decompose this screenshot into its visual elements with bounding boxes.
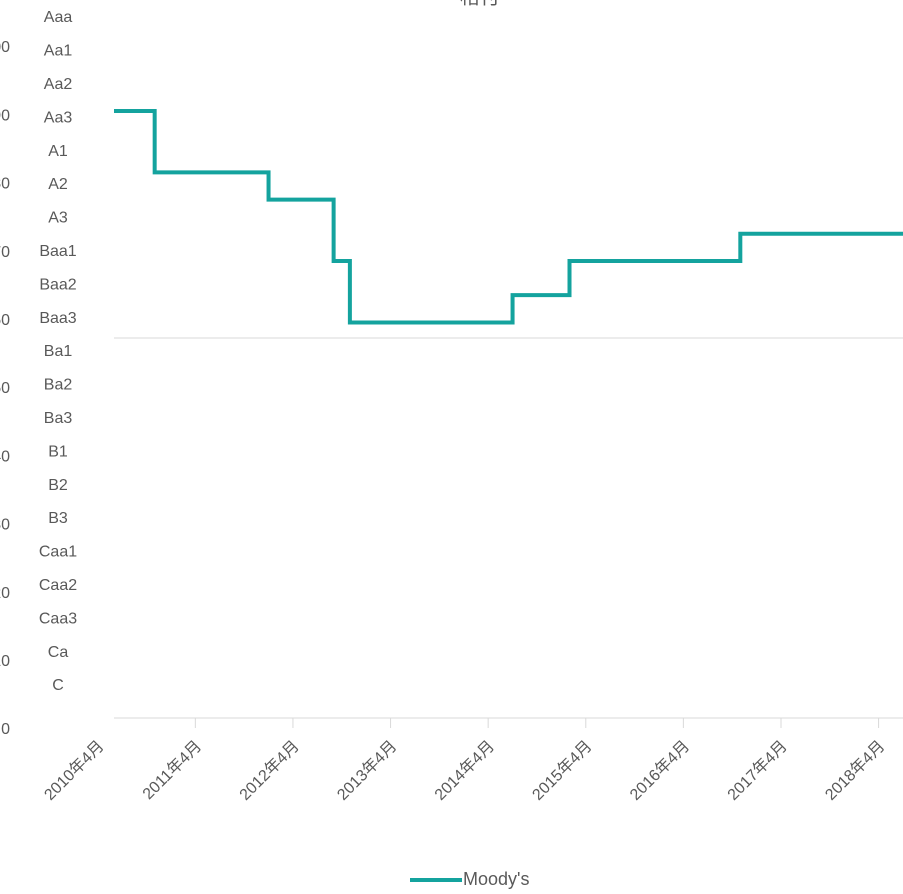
x-tick-label: 2018年4月 (822, 737, 889, 804)
x-tick-label: 2016年4月 (626, 737, 693, 804)
rating-label: Caa3 (39, 610, 77, 627)
rating-label: Aaa (44, 9, 73, 26)
series-line (114, 109, 903, 325)
x-tick-label: 2010年4月 (41, 737, 108, 804)
x-tick-label: 2014年4月 (431, 737, 498, 804)
rating-label: Baa3 (39, 310, 76, 327)
rating-label: Aa1 (44, 43, 73, 60)
y-tick-label: 10 (0, 653, 10, 670)
rating-label: A1 (48, 143, 68, 160)
rating-label: Ba2 (44, 377, 73, 394)
y-tick-label: 80 (0, 176, 10, 193)
rating-label: Ba1 (44, 343, 73, 360)
y-tick-label: 60 (0, 312, 10, 329)
rating-label: A3 (48, 210, 68, 227)
rating-label: B3 (48, 510, 68, 527)
rating-label: Caa1 (39, 544, 77, 561)
rating-label: A2 (48, 176, 68, 193)
chart-title: 格付 (460, 0, 500, 8)
rating-label: Baa1 (39, 243, 76, 260)
rating-label: Ba3 (44, 410, 73, 427)
rating-label: Caa2 (39, 577, 77, 594)
x-tick-label: 2012年4月 (236, 737, 303, 804)
y-tick-label: 90 (0, 107, 10, 124)
rating-label: B1 (48, 443, 68, 460)
y-tick-label: 100 (0, 39, 10, 56)
y-tick-label: 30 (0, 517, 10, 534)
x-tick-label: 2011年4月 (139, 737, 205, 803)
y-tick-label: 40 (0, 448, 10, 465)
x-tick-label: 2015年4月 (529, 737, 596, 804)
legend-label: Moody's (463, 869, 529, 889)
rating-label: Aa3 (44, 109, 73, 126)
x-tick-label: 2017年4月 (724, 737, 791, 804)
y-tick-label: 0 (1, 721, 10, 738)
rating-label: Aa2 (44, 76, 73, 93)
y-tick-label: 70 (0, 244, 10, 261)
rating-label: C (52, 677, 64, 694)
y-tick-label: 50 (0, 380, 10, 397)
rating-label: B2 (48, 477, 68, 494)
rating-label: Baa2 (39, 276, 76, 293)
rating-label: Ca (48, 644, 69, 661)
y-tick-label: 20 (0, 585, 10, 602)
x-tick-label: 2013年4月 (334, 737, 401, 804)
